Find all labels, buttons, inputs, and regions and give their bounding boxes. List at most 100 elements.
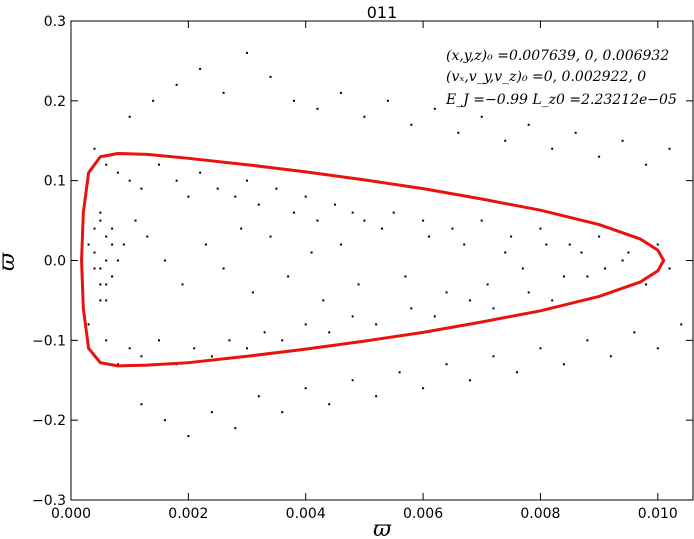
scatter-point-96	[316, 107, 319, 110]
scatter-point-146	[105, 299, 108, 302]
scatter-point-9	[216, 187, 219, 190]
scatter-point-134	[656, 347, 659, 350]
scatter-point-53	[128, 347, 131, 350]
scatter-point-86	[603, 267, 606, 270]
scatter-point-58	[99, 299, 102, 302]
scatter-point-148	[111, 243, 114, 246]
scatter-point-61	[134, 219, 137, 222]
scatter-point-125	[445, 363, 448, 366]
scatter-point-31	[645, 283, 648, 286]
scatter-point-55	[105, 339, 108, 342]
scatter-point-147	[93, 227, 96, 230]
scatter-point-72	[322, 299, 325, 302]
x-tick-label-2: 0.004	[286, 506, 326, 522]
scatter-point-4	[140, 187, 143, 190]
scatter-point-150	[105, 259, 108, 262]
scatter-point-151	[93, 267, 96, 270]
scatter-point-3	[128, 179, 131, 182]
scatter-point-110	[645, 163, 648, 166]
scatter-point-25	[539, 227, 542, 230]
scatter-point-67	[240, 227, 243, 230]
scatter-point-143	[87, 243, 90, 246]
scatter-point-126	[469, 379, 472, 382]
y-tick-label-3: 0.0	[44, 254, 66, 270]
scatter-point-7	[187, 195, 190, 198]
scatter-point-36	[492, 307, 495, 310]
scatter-point-37	[469, 299, 472, 302]
scatter-point-135	[680, 323, 683, 326]
scatter-point-8	[199, 171, 202, 174]
scatter-point-94	[269, 75, 272, 78]
scatter-point-57	[87, 323, 90, 326]
scatter-point-122	[375, 395, 378, 398]
y-tick-label-1: −0.2	[32, 413, 66, 429]
scatter-point-118	[281, 411, 284, 414]
scatter-point-98	[363, 115, 366, 118]
scatter-point-109	[621, 139, 624, 142]
scatter-point-133	[633, 331, 636, 334]
annotation-initial-position: (x,y,z)₀ =0.007639, 0, 0.006932	[446, 48, 669, 64]
scatter-point-129	[539, 347, 542, 350]
scatter-point-115	[210, 411, 213, 414]
scatter-point-41	[351, 315, 354, 318]
scatter-point-46	[246, 347, 249, 350]
scatter-point-77	[427, 235, 430, 238]
scatter-point-13	[275, 187, 278, 190]
scatter-point-34	[551, 299, 554, 302]
scatter-point-26	[568, 243, 571, 246]
scatter-point-79	[463, 243, 466, 246]
scatter-point-84	[562, 275, 565, 278]
scatter-point-76	[404, 275, 407, 278]
scatter-point-70	[287, 275, 290, 278]
scatter-point-116	[234, 427, 237, 430]
scatter-point-102	[457, 131, 460, 134]
scatter-point-14	[292, 211, 295, 214]
scatter-point-54	[116, 363, 119, 366]
data-layer	[87, 51, 683, 438]
scatter-point-27	[598, 235, 601, 238]
x-axis-label: ϖ	[373, 517, 392, 539]
scatter-point-68	[251, 291, 254, 294]
scatter-point-74	[357, 283, 360, 286]
scatter-point-65	[204, 243, 207, 246]
scatter-point-40	[375, 323, 378, 326]
scatter-point-15	[304, 195, 307, 198]
scatter-point-140	[93, 251, 96, 254]
x-tick-label-3: 0.006	[403, 506, 443, 522]
scatter-point-39	[410, 307, 413, 310]
scatter-point-35	[527, 291, 530, 294]
scatter-point-90	[175, 83, 178, 86]
scatter-point-120	[328, 403, 331, 406]
scatter-point-99	[386, 99, 389, 102]
annotation-initial-velocity: (vₓ,v_y,v_z)₀ =0, 0.002922, 0	[446, 69, 646, 85]
scatter-point-111	[668, 147, 671, 150]
y-axis-label: ϖ̇	[0, 252, 20, 271]
scatter-point-5	[158, 163, 161, 166]
scatter-point-136	[99, 219, 102, 222]
scatter-point-12	[257, 203, 260, 206]
scatter-point-97	[339, 91, 342, 94]
scatter-point-124	[422, 387, 425, 390]
scatter-point-104	[504, 139, 507, 142]
scatter-point-16	[316, 219, 319, 222]
scatter-point-43	[304, 323, 307, 326]
y-tick-label-5: 0.2	[44, 94, 66, 110]
y-tick-label-4: 0.1	[44, 174, 66, 190]
scatter-point-119	[304, 387, 307, 390]
scatter-point-89	[152, 99, 155, 102]
scatter-point-80	[486, 283, 489, 286]
scatter-point-11	[246, 179, 249, 182]
scatter-point-113	[163, 419, 166, 422]
scatter-point-88	[128, 115, 131, 118]
scatter-point-51	[158, 339, 161, 342]
boundary-curve	[80, 152, 666, 368]
x-tick-label-5: 0.010	[638, 506, 678, 522]
scatter-point-107	[574, 131, 577, 134]
plot-frame	[70, 20, 694, 501]
scatter-point-75	[381, 227, 383, 230]
scatter-point-81	[504, 251, 507, 254]
chart-title: 011	[367, 3, 398, 22]
x-tick-label-4: 0.008	[520, 506, 560, 522]
scatter-point-18	[351, 211, 354, 214]
scatter-point-85	[580, 251, 583, 254]
